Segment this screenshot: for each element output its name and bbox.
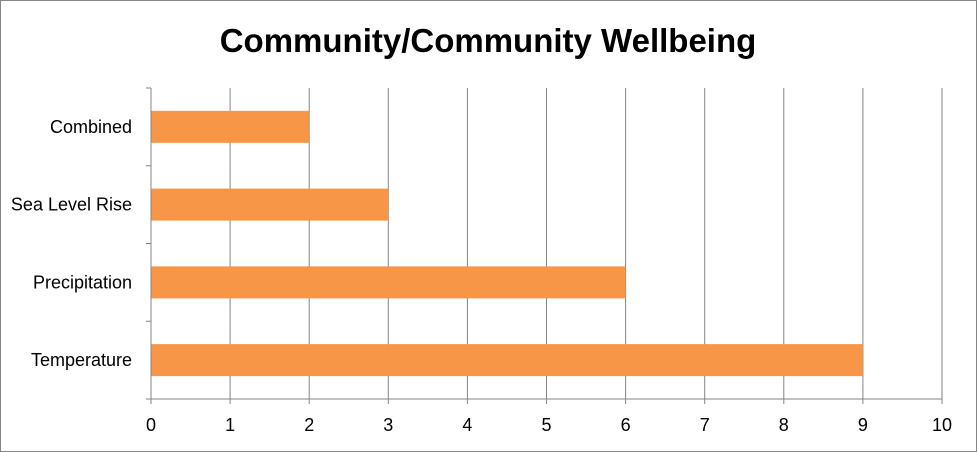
x-tick-label-2: 2 xyxy=(304,415,314,435)
category-label-sea-level-rise: Sea Level Rise xyxy=(11,195,132,215)
x-tick-label-10: 10 xyxy=(932,415,952,435)
x-tick-labels: 0 1 2 3 4 5 6 7 8 9 10 xyxy=(146,415,952,435)
x-tick-label-8: 8 xyxy=(779,415,789,435)
bar-precipitation xyxy=(151,266,626,299)
x-tick-label-1: 1 xyxy=(225,415,235,435)
bar-temperature xyxy=(151,344,863,377)
bars xyxy=(151,110,863,377)
category-labels: Temperature Precipitation Sea Level Rise Co… xyxy=(11,117,132,370)
axes xyxy=(146,87,943,404)
x-tick-label-7: 7 xyxy=(700,415,710,435)
x-tick-label-4: 4 xyxy=(462,415,472,435)
bar-combined xyxy=(151,110,310,143)
x-tick-label-3: 3 xyxy=(383,415,393,435)
bar-sea-level-rise xyxy=(151,188,389,221)
x-tick-label-9: 9 xyxy=(858,415,868,435)
category-label-combined: Combined xyxy=(50,117,132,137)
category-label-precipitation: Precipitation xyxy=(33,272,132,292)
chart-title: Community/Community Wellbeing xyxy=(220,22,757,59)
category-label-temperature: Temperature xyxy=(31,350,132,370)
x-tick-label-6: 6 xyxy=(621,415,631,435)
x-tick-label-0: 0 xyxy=(146,415,156,435)
x-tick-label-5: 5 xyxy=(541,415,551,435)
